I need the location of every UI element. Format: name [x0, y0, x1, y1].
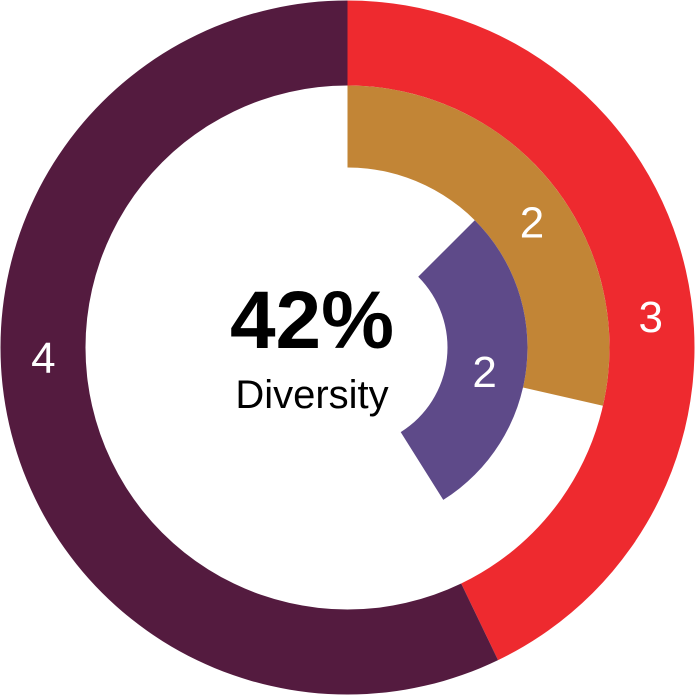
- middle-segment-label-0: 2: [520, 198, 544, 247]
- inner-segment-label-0: 2: [472, 348, 496, 397]
- middle-ring-segment-0: [347, 85, 610, 406]
- outer-segment-label-0: 3: [639, 293, 663, 342]
- center-caption: Diversity: [235, 373, 388, 417]
- outer-ring-segment-1: [0, 0, 499, 695]
- outer-segment-label-1: 4: [31, 334, 55, 383]
- center-value: 42%: [230, 275, 394, 366]
- segment-labels: 3 4 2 2: [31, 198, 663, 397]
- outer-ring-segment-0: [347, 0, 695, 661]
- inner-ring-segment-0: [400, 220, 528, 500]
